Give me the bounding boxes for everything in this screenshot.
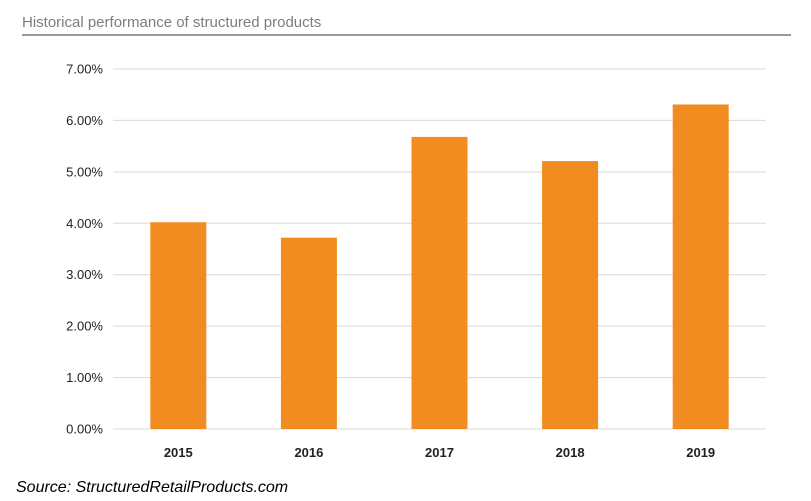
x-tick-label: 2017 <box>425 445 454 460</box>
source-note: Source: StructuredRetailProducts.com <box>16 479 289 496</box>
x-tick-label: 2015 <box>164 445 193 460</box>
y-tick-label: 3.00% <box>66 267 103 282</box>
bar-2015 <box>150 222 207 429</box>
chart-title: Historical performance of structured pro… <box>22 14 322 31</box>
y-tick-label: 6.00% <box>66 113 103 128</box>
y-tick-label: 0.00% <box>66 422 103 437</box>
x-tick-label: 2018 <box>556 445 585 460</box>
x-tick-label: 2019 <box>686 445 715 460</box>
y-tick-label: 7.00% <box>66 62 103 77</box>
bar-2019 <box>672 104 729 429</box>
y-tick-label: 5.00% <box>66 164 103 179</box>
chart-header: Historical performance of structured pro… <box>22 12 791 36</box>
x-tick-label: 2016 <box>294 445 323 460</box>
bars <box>150 104 729 430</box>
y-axis-ticks: 0.00% 1.00% 2.00% 3.00% 4.00% 5.00% 6.00% 7.00% <box>66 62 103 437</box>
bar-2016 <box>280 237 337 429</box>
bar-2018 <box>542 161 599 430</box>
y-tick-label: 1.00% <box>66 370 103 385</box>
y-tick-label: 2.00% <box>66 319 103 334</box>
x-axis-ticks: 2015 2016 2017 2018 2019 <box>164 445 715 460</box>
bar-2017 <box>411 136 468 429</box>
y-tick-label: 4.00% <box>66 216 103 231</box>
